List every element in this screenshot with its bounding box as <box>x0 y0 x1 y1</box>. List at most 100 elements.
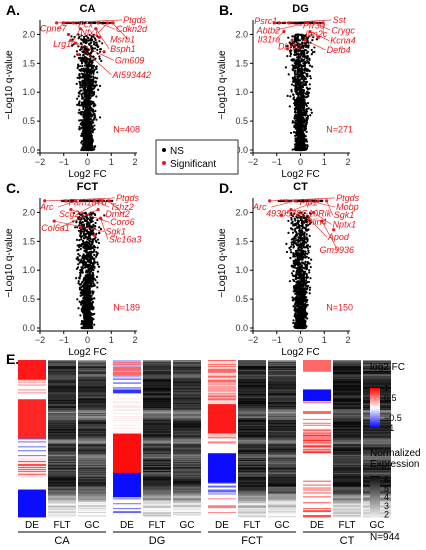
ns-point <box>81 102 83 104</box>
ns-point <box>90 233 92 235</box>
ns-point <box>297 141 299 143</box>
ns-point <box>96 286 98 288</box>
y-tick-label: 1.5 <box>235 236 248 246</box>
ns-point <box>77 253 79 255</box>
ns-point <box>302 91 304 93</box>
ns-point <box>77 307 79 309</box>
gene-label: Sst <box>333 15 347 25</box>
ns-point <box>291 64 293 66</box>
ns-point <box>290 249 292 251</box>
n-count: N=271 <box>326 125 353 135</box>
ns-point <box>96 276 98 278</box>
ns-point <box>288 73 290 75</box>
ns-point <box>86 287 88 289</box>
ns-point <box>97 46 99 48</box>
ns-point <box>90 248 92 250</box>
ns-point <box>303 141 305 143</box>
ns-point <box>81 56 83 58</box>
ns-point <box>92 220 94 222</box>
ns-point <box>82 272 84 274</box>
ns-point <box>84 322 86 324</box>
ns-point <box>94 225 96 227</box>
ns-point <box>86 236 88 238</box>
ns-point <box>79 261 81 263</box>
ns-point <box>84 316 86 318</box>
ns-point <box>299 56 301 58</box>
ns-point <box>291 90 293 92</box>
ns-point <box>302 144 304 146</box>
ns-point <box>84 137 86 139</box>
ns-point <box>89 57 91 59</box>
ns-point <box>77 249 79 251</box>
ns-point <box>89 243 91 245</box>
ns-point <box>88 86 90 88</box>
ns-point <box>85 90 87 92</box>
ns-point <box>90 69 92 71</box>
ns-point <box>78 277 80 279</box>
ns-point <box>97 271 99 273</box>
ns-point <box>79 244 81 246</box>
ns-point <box>306 144 308 146</box>
ns-point <box>88 44 90 46</box>
y-tick-label: 0.0 <box>22 323 35 333</box>
ns-point <box>303 78 305 80</box>
ns-point <box>93 245 95 247</box>
ns-point <box>89 140 91 142</box>
ns-point <box>90 285 92 287</box>
ns-point <box>86 274 88 276</box>
ns-point <box>89 72 91 74</box>
ns-point <box>91 116 93 118</box>
volcano-panel-ca: A. CA0.00.51.01.52.0−2 −1 0 1 2Log2 FC−Log10 … <box>4 2 151 180</box>
ns-point <box>306 108 308 110</box>
ns-point <box>309 65 311 67</box>
ns-point <box>91 109 93 111</box>
ns-point <box>306 55 308 57</box>
ns-point <box>89 146 91 148</box>
ns-point <box>301 103 303 105</box>
y-tick-label: 1.0 <box>235 87 248 97</box>
ns-point <box>301 133 303 135</box>
ns-point <box>83 105 85 107</box>
ns-point <box>298 143 300 145</box>
ns-point <box>293 59 295 61</box>
ns-point <box>96 254 98 256</box>
ns-point <box>96 282 98 284</box>
ns-point <box>309 75 311 77</box>
ns-point <box>76 226 78 228</box>
ns-point <box>306 68 308 70</box>
ns-point <box>87 311 89 313</box>
ns-point <box>89 39 91 41</box>
ns-point <box>92 306 94 308</box>
ns-point <box>299 63 301 65</box>
ns-point <box>83 148 85 150</box>
ns-point <box>77 77 79 79</box>
ns-point <box>299 146 301 148</box>
ns-point <box>92 247 94 249</box>
ns-point <box>80 81 82 83</box>
ns-point <box>81 218 83 220</box>
ns-point <box>83 306 85 308</box>
ns-point <box>92 111 94 113</box>
ns-point <box>89 128 91 130</box>
ns-point <box>87 221 89 223</box>
ns-point <box>87 285 89 287</box>
ns-point <box>307 102 309 104</box>
ns-point <box>306 81 308 83</box>
ns-point <box>299 138 301 140</box>
ns-point <box>81 132 83 134</box>
ns-point <box>297 148 299 150</box>
gene-label: Itm2c <box>305 29 328 39</box>
ns-point <box>295 66 297 68</box>
ns-point <box>80 283 82 285</box>
panel-title: DG <box>292 3 309 15</box>
ns-point <box>82 123 84 125</box>
ns-point <box>85 233 87 235</box>
ns-point <box>304 71 306 73</box>
ns-point <box>94 214 96 216</box>
ns-point <box>292 69 294 71</box>
ns-point <box>93 93 95 95</box>
ns-point <box>295 84 297 86</box>
ns-point <box>296 56 298 58</box>
gene-label: Crygc <box>331 25 355 35</box>
gene-label: Scg2 <box>59 209 80 219</box>
